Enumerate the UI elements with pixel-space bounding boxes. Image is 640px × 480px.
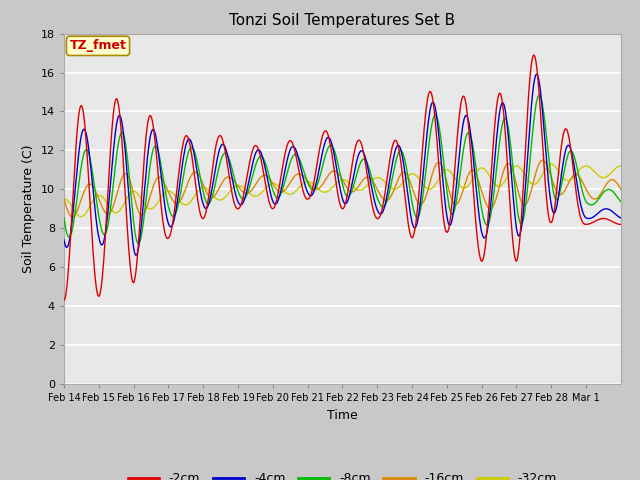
- -16cm: [538, 157, 546, 163]
- -8cm: [60, 215, 68, 221]
- -4cm: [256, 148, 264, 154]
- -4cm: [132, 252, 140, 258]
- -4cm: [125, 200, 133, 206]
- Line: -8cm: -8cm: [64, 96, 621, 243]
- Line: -32cm: -32cm: [64, 164, 621, 216]
- -4cm: [277, 187, 285, 193]
- Line: -2cm: -2cm: [64, 55, 621, 300]
- -16cm: [228, 177, 236, 182]
- -2cm: [431, 115, 439, 120]
- -2cm: [228, 189, 236, 194]
- -8cm: [277, 191, 285, 196]
- X-axis label: Time: Time: [327, 408, 358, 421]
- -16cm: [256, 175, 264, 181]
- -2cm: [255, 149, 263, 155]
- -2cm: [617, 221, 625, 227]
- -16cm: [60, 196, 68, 202]
- -4cm: [228, 177, 236, 182]
- -16cm: [432, 162, 440, 168]
- -8cm: [256, 154, 264, 159]
- Line: -4cm: -4cm: [64, 74, 621, 255]
- -16cm: [126, 178, 134, 184]
- Line: -16cm: -16cm: [64, 160, 621, 217]
- -4cm: [401, 167, 408, 172]
- -32cm: [617, 163, 625, 169]
- -16cm: [617, 186, 625, 192]
- -32cm: [432, 181, 440, 187]
- -8cm: [432, 112, 440, 118]
- -32cm: [126, 191, 134, 196]
- -8cm: [401, 156, 408, 161]
- -2cm: [125, 253, 133, 259]
- -4cm: [432, 107, 440, 113]
- -2cm: [400, 183, 408, 189]
- -8cm: [617, 199, 625, 204]
- -32cm: [77, 214, 84, 219]
- Legend: -2cm, -4cm, -8cm, -16cm, -32cm: -2cm, -4cm, -8cm, -16cm, -32cm: [123, 467, 562, 480]
- -32cm: [547, 161, 555, 167]
- -16cm: [401, 169, 408, 175]
- -32cm: [228, 186, 236, 192]
- -32cm: [60, 196, 68, 202]
- -2cm: [60, 298, 68, 303]
- -32cm: [401, 178, 408, 183]
- -8cm: [125, 174, 133, 180]
- Title: Tonzi Soil Temperatures Set B: Tonzi Soil Temperatures Set B: [229, 13, 456, 28]
- -4cm: [532, 72, 540, 77]
- -2cm: [530, 52, 538, 58]
- -8cm: [134, 240, 142, 246]
- Text: TZ_fmet: TZ_fmet: [70, 39, 127, 52]
- -32cm: [277, 186, 285, 192]
- -32cm: [256, 191, 264, 197]
- -4cm: [617, 215, 625, 221]
- -8cm: [228, 168, 236, 173]
- -8cm: [536, 93, 543, 98]
- Y-axis label: Soil Temperature (C): Soil Temperature (C): [22, 144, 35, 273]
- -16cm: [277, 190, 285, 195]
- -16cm: [69, 214, 77, 220]
- -2cm: [276, 178, 284, 183]
- -4cm: [60, 237, 68, 243]
